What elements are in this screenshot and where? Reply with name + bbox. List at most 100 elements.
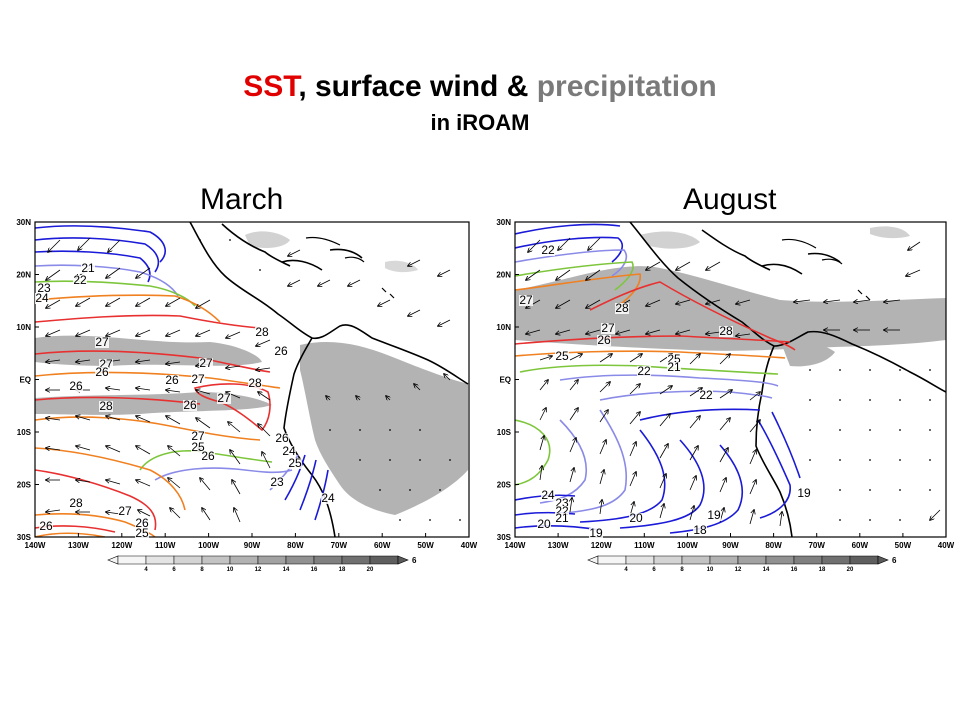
- contour-label-bg: [274, 346, 288, 357]
- contour-label: 27: [118, 504, 132, 518]
- lat-tick-label: 30S: [17, 533, 32, 542]
- lon-tick-label: 60W: [374, 541, 391, 550]
- contour-label-bg: [118, 506, 132, 517]
- contour-label: 28: [99, 399, 113, 413]
- lat-tick-label: 20S: [17, 481, 32, 490]
- lon-tick-label: 110W: [155, 541, 176, 550]
- lat-tick-label: 30S: [497, 533, 512, 542]
- contour-label: 28: [719, 324, 733, 338]
- contour-label-bg: [519, 295, 533, 306]
- contour-label: 28: [255, 325, 269, 339]
- lon-tick-label: 120W: [111, 541, 132, 550]
- contour-label: 24: [35, 291, 49, 305]
- colorbar-tick-label: 16: [791, 567, 798, 573]
- contour-label-bg: [81, 263, 95, 274]
- contour-label-bg: [555, 513, 569, 524]
- contour-label-bg: [667, 354, 681, 365]
- contour-label-bg: [282, 446, 296, 457]
- main-title: SST, surface wind & precipitation: [0, 70, 960, 104]
- contour-label: 21: [555, 511, 569, 525]
- contour-label: 26: [274, 344, 288, 358]
- contour-label-bg: [39, 521, 53, 532]
- lat-tick-label: 30N: [16, 218, 31, 227]
- contour-label-bg: [99, 359, 113, 370]
- contour-label-bg: [183, 400, 197, 411]
- contour-label-bg: [248, 378, 262, 389]
- lon-tick-label: 70W: [808, 541, 825, 550]
- lat-tick-label: EQ: [19, 376, 31, 385]
- contour-label-bg: [537, 519, 551, 530]
- contour-label-bg: [597, 335, 611, 346]
- contour-label: 26: [39, 519, 53, 533]
- lon-tick-label: 100W: [677, 541, 698, 550]
- contour-label-bg: [589, 528, 603, 539]
- land-dots: [809, 369, 931, 521]
- lon-tick-label: 50W: [895, 541, 912, 550]
- contour-label-bg: [693, 525, 707, 536]
- colorbar-bin: [737, 555, 767, 565]
- lon-tick-label: 50W: [417, 541, 434, 550]
- colorbar-bin: [765, 555, 795, 565]
- contour-label-bg: [135, 518, 149, 529]
- lon-tick-label: 120W: [591, 541, 612, 550]
- title-middle: , surface wind &: [298, 70, 537, 103]
- land-dots: [199, 239, 461, 521]
- colorbar-bin: [369, 555, 399, 565]
- lon-tick-label: 40W: [938, 541, 955, 550]
- colorbar-tick-label: 12: [255, 567, 262, 573]
- contour-label: 18: [693, 523, 707, 537]
- subtitle: in iROAM: [430, 110, 530, 135]
- colorbar-tick-label: 12: [735, 567, 742, 573]
- colorbar-bin: [681, 555, 711, 565]
- contour-label-bg: [135, 528, 149, 539]
- contour-label: 26: [135, 516, 149, 530]
- contour-label-bg: [541, 490, 555, 501]
- colorbar-bin: [313, 555, 343, 565]
- contour-label: 22: [699, 388, 713, 402]
- contour-label: 26: [95, 365, 109, 379]
- lat-tick-label: 20N: [16, 271, 31, 280]
- lon-tick-label: 90W: [722, 541, 739, 550]
- contour-label-bg: [201, 451, 215, 462]
- lat-tick-label: EQ: [499, 376, 511, 385]
- colorbar-bin: [229, 555, 259, 565]
- contour-label: 26: [275, 431, 289, 445]
- contour-label: 24: [282, 444, 296, 458]
- contour-label: 21: [81, 261, 95, 275]
- lat-tick-label: 10S: [497, 428, 512, 437]
- contour-label-bg: [629, 513, 643, 524]
- contour-label: 24: [541, 488, 555, 502]
- contour-label: 23: [37, 281, 51, 295]
- contour-label-bg: [321, 493, 335, 504]
- contour-label: 21: [667, 360, 681, 374]
- colorbar-bin: [793, 555, 823, 565]
- contour-label: 26: [597, 333, 611, 347]
- colorbar-bin: [285, 555, 315, 565]
- contour-label-bg: [541, 245, 555, 256]
- colorbar-unit-label: 6: [892, 556, 897, 565]
- colorbar-tick-label: 8: [200, 567, 204, 573]
- contour-label-bg: [37, 283, 51, 294]
- colorbar-bin: [145, 555, 175, 565]
- colorbar-bin: [341, 555, 371, 565]
- contour-label: 27: [601, 321, 615, 335]
- contour-label: 27: [519, 293, 533, 307]
- lat-tick-label: 20N: [496, 271, 511, 280]
- contour-label-bg: [165, 375, 179, 386]
- contour-label: 25: [288, 456, 302, 470]
- caribbean-islands: [305, 236, 395, 299]
- contour-label-bg: [555, 506, 569, 517]
- contour-label-bg: [555, 498, 569, 509]
- contour-label: 27: [217, 391, 231, 405]
- contour-label: 23: [270, 475, 284, 489]
- caribbean-islands: [781, 238, 871, 301]
- contour-label: 19: [589, 526, 603, 540]
- contour-label-bg: [719, 326, 733, 337]
- contour-label: 27: [191, 372, 205, 386]
- colorbar-arrow-left: [107, 555, 119, 565]
- lon-tick-label: 60W: [852, 541, 869, 550]
- contour-label-bg: [699, 390, 713, 401]
- wind-vectors: [46, 237, 451, 523]
